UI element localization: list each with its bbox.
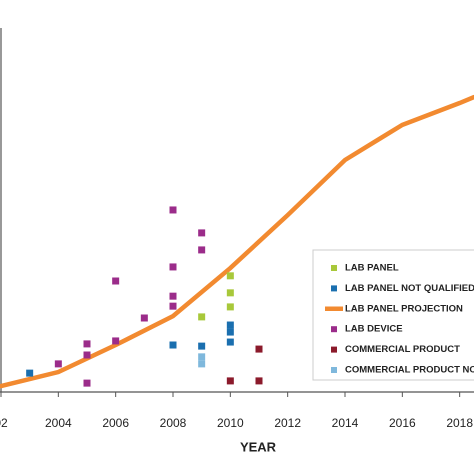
projection-line bbox=[0, 94, 474, 389]
point bbox=[226, 303, 234, 311]
legend-swatch bbox=[331, 285, 337, 292]
x-tick-label: 2018 bbox=[446, 416, 473, 430]
legend-swatch bbox=[331, 326, 337, 333]
point bbox=[169, 263, 177, 271]
legend-label: LAB PANEL bbox=[345, 263, 399, 274]
point bbox=[198, 353, 206, 361]
legend-label: COMMERCIAL PRODUCT NOT QU bbox=[345, 365, 474, 376]
point bbox=[198, 246, 206, 254]
point bbox=[169, 302, 177, 310]
legend-label: COMMERCIAL PRODUCT bbox=[345, 344, 460, 355]
legend-swatch bbox=[331, 265, 337, 271]
point bbox=[54, 360, 62, 368]
point bbox=[169, 206, 177, 214]
x-tick-label: 2006 bbox=[102, 416, 129, 430]
x-axis-label: YEAR bbox=[240, 439, 277, 454]
point bbox=[198, 313, 206, 321]
x-tick-label: 02 bbox=[0, 416, 8, 430]
x-tick-label: 2016 bbox=[389, 416, 416, 430]
point bbox=[226, 289, 234, 297]
point bbox=[169, 341, 177, 349]
x-tick-label: 2008 bbox=[160, 416, 187, 430]
legend-label: LAB PANEL PROJECTION bbox=[345, 303, 463, 314]
point bbox=[255, 345, 263, 353]
legend-label: LAB PANEL NOT QUALIFIED bbox=[345, 283, 474, 294]
point bbox=[226, 321, 234, 329]
point bbox=[198, 342, 206, 350]
point bbox=[112, 337, 120, 345]
point bbox=[140, 314, 148, 322]
point bbox=[226, 338, 234, 346]
point bbox=[26, 369, 34, 377]
x-tick-label: 2010 bbox=[217, 416, 244, 430]
legend-swatch bbox=[331, 346, 337, 353]
x-tick-label: 2012 bbox=[274, 416, 301, 430]
legend-label: LAB DEVICE bbox=[345, 324, 403, 335]
point bbox=[112, 277, 120, 285]
legend: LAB PANEL LAB PANEL NOT QUALIFIED LAB PANE… bbox=[312, 249, 474, 381]
point bbox=[169, 292, 177, 300]
point bbox=[226, 272, 234, 280]
point bbox=[198, 229, 206, 237]
point bbox=[198, 360, 206, 368]
point bbox=[255, 377, 263, 385]
x-tick-label: 2004 bbox=[45, 416, 72, 430]
point bbox=[83, 340, 91, 348]
legend-box bbox=[312, 249, 474, 381]
point bbox=[83, 379, 91, 387]
point bbox=[226, 328, 234, 336]
x-tick-label: 2014 bbox=[332, 416, 359, 430]
legend-swatch bbox=[331, 367, 337, 373]
point bbox=[226, 377, 234, 385]
point bbox=[83, 351, 91, 359]
